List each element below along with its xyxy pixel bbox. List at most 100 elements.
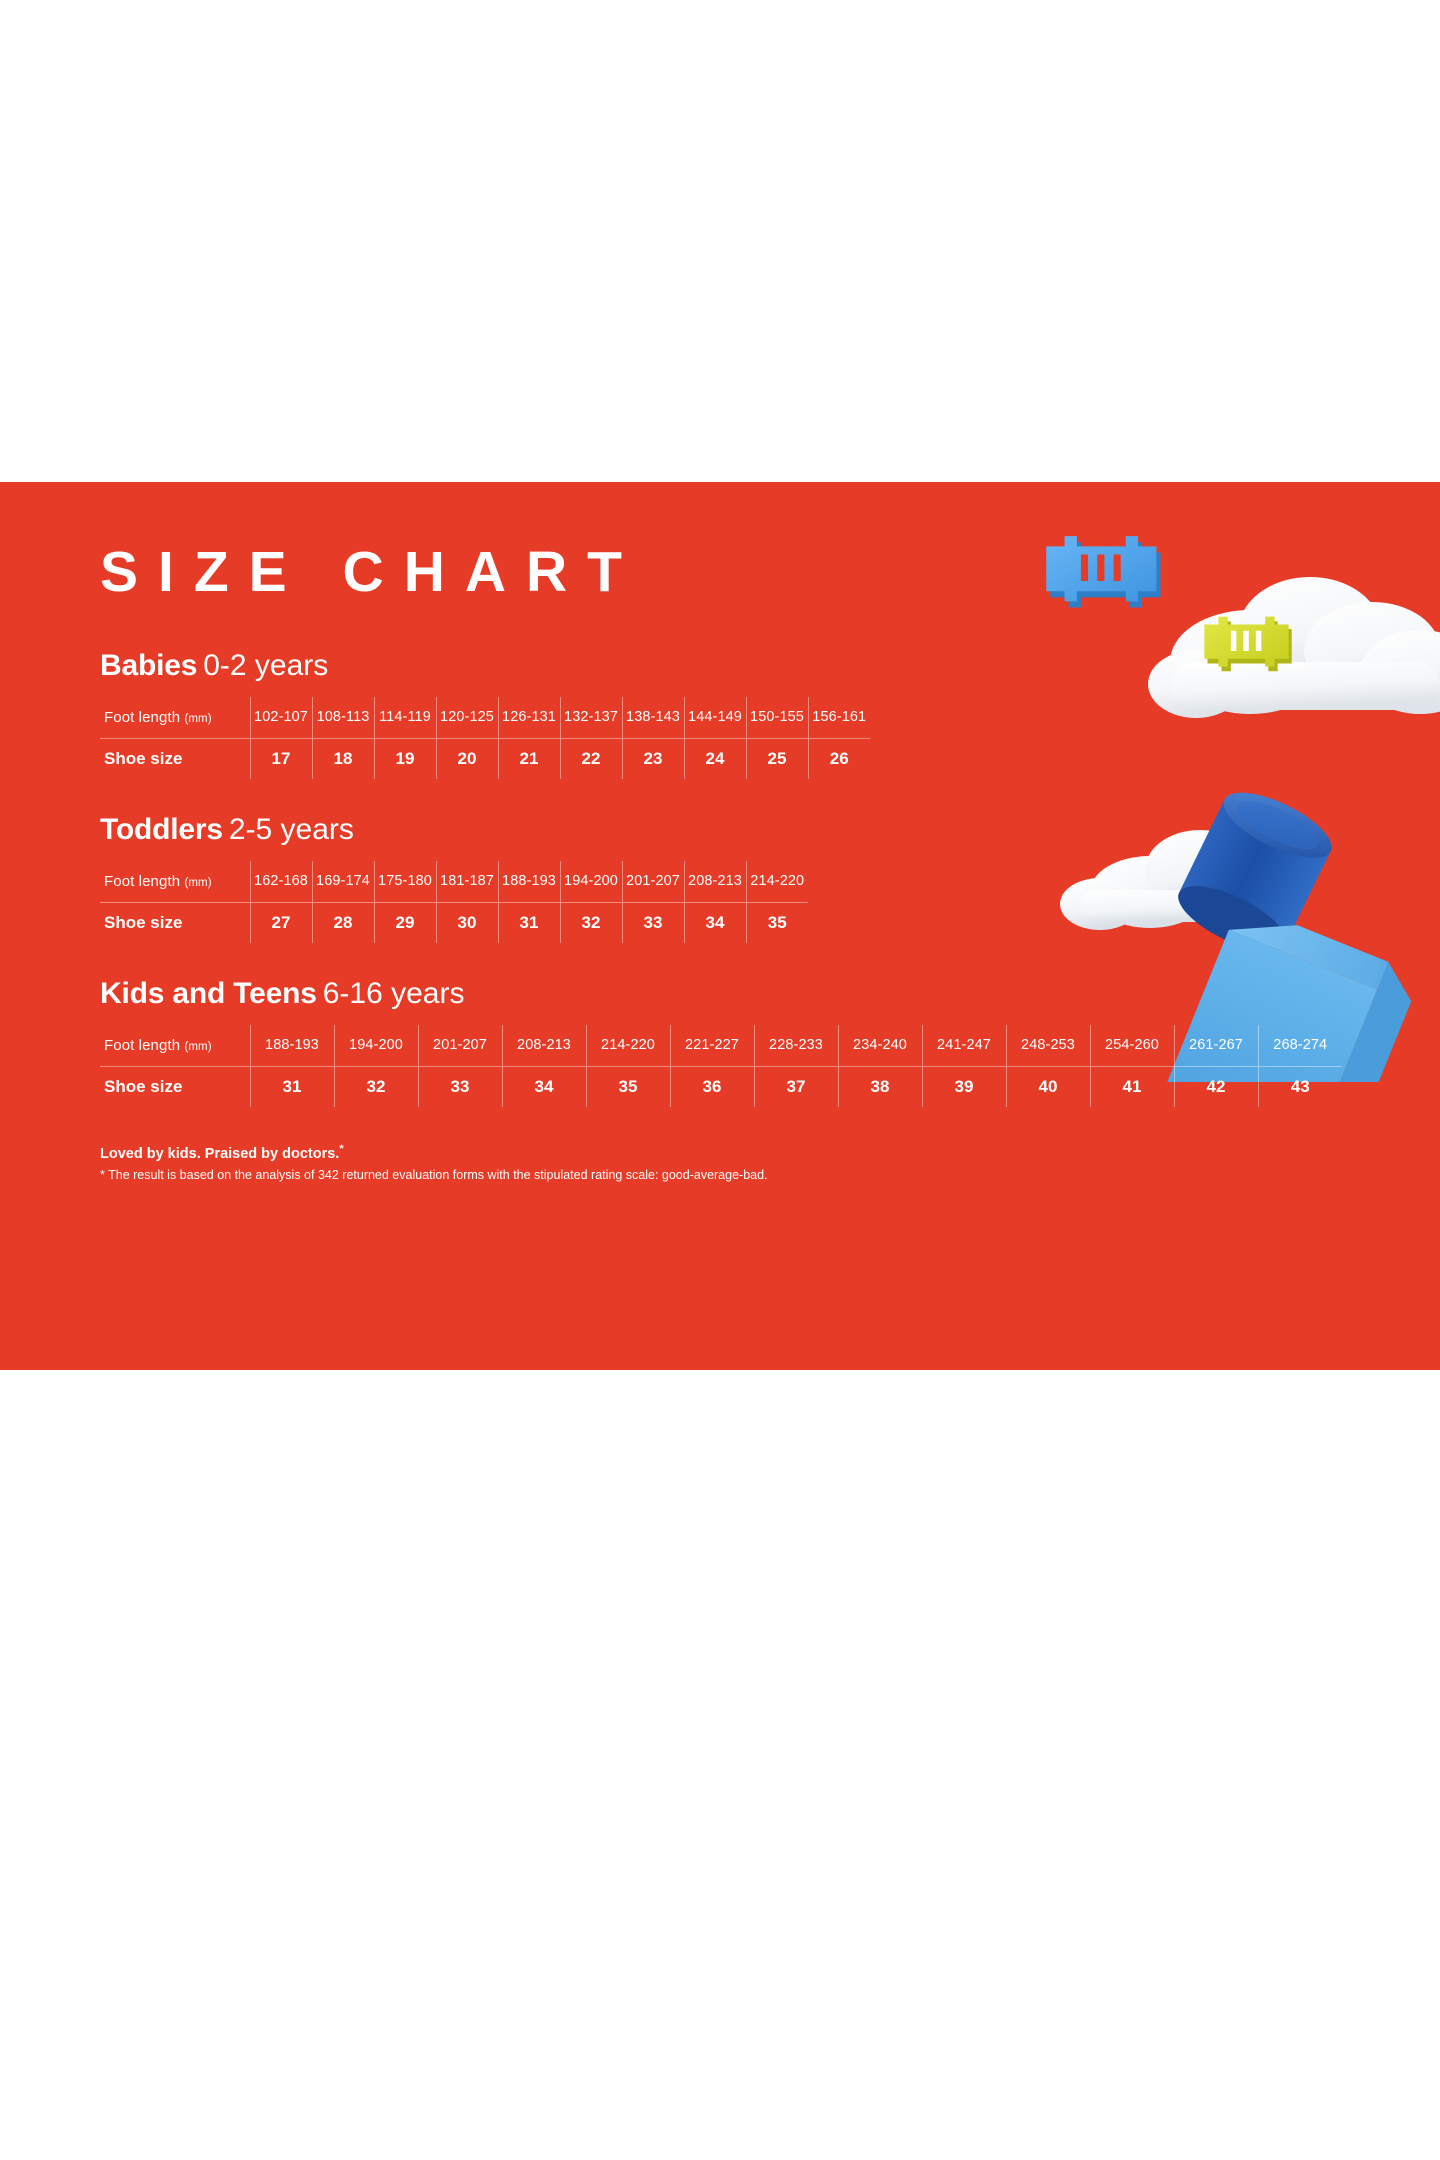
cell-shoe-size: 19 [373,738,436,779]
section-kids-and-teens: Kids and Teens 6-16 years Foot length (mm… [100,977,1440,1107]
cell-foot-length: 214-220 [585,1025,670,1067]
size-table-toddlers: Foot length (mm) 162-168 169-174 175-180… [100,861,808,943]
size-table-babies: Foot length (mm) 102-107 108-113 114-119… [100,697,870,779]
section-group-name: Kids and Teens [100,977,317,1010]
cell-shoe-size: 31 [249,1066,334,1107]
cell-foot-length: 150-155 [745,697,808,739]
section-heading-kids-and-teens: Kids and Teens 6-16 years [100,977,1440,1010]
table-row-foot-length: Foot length (mm) 162-168 169-174 175-180… [100,861,808,903]
section-age-range: 0-2 years [203,649,329,682]
cell-foot-length: 169-174 [311,861,374,903]
cell-foot-length: 214-220 [745,861,808,903]
cell-shoe-size: 24 [683,738,746,779]
cell-foot-length: 120-125 [435,697,498,739]
cell-shoe-size: 18 [311,738,374,779]
cell-foot-length: 261-267 [1173,1025,1258,1067]
foot-length-unit: (mm) [184,1040,212,1053]
section-group-name: Babies [100,649,198,682]
table-row-foot-length: Foot length (mm) 188-193 194-200 201-207… [100,1025,1342,1067]
footnote-marker: * [339,1143,344,1155]
table-row-shoe-size: Shoe size 27 28 29 30 31 32 33 34 35 [100,902,808,943]
cell-foot-length: 201-207 [417,1025,502,1067]
row-label-foot-length: Foot length (mm) [100,861,250,903]
cell-shoe-size: 31 [497,902,560,943]
cell-foot-length: 102-107 [249,697,312,739]
row-label-shoe-size: Shoe size [104,912,183,932]
cell-shoe-size: 21 [497,738,560,779]
cell-foot-length: 208-213 [501,1025,586,1067]
footer-claim-text: Loved by kids. Praised by doctors. [100,1145,340,1162]
cell-shoe-size: 23 [621,738,684,779]
poster-footer: Loved by kids. Praised by doctors.* * Th… [100,1143,1440,1184]
cell-foot-length: 248-253 [1005,1025,1090,1067]
cell-shoe-size: 33 [417,1066,502,1107]
cell-shoe-size: 26 [807,738,870,779]
cell-shoe-size: 34 [501,1066,586,1107]
cell-shoe-size: 42 [1173,1066,1258,1107]
cell-shoe-size: 43 [1257,1066,1342,1107]
row-label-shoe-size: Shoe size [104,748,183,768]
cell-shoe-size: 35 [585,1066,670,1107]
cell-shoe-size: 38 [837,1066,922,1107]
page-title: SIZE CHART [100,540,642,604]
cell-foot-length: 181-187 [435,861,498,903]
cell-shoe-size: 20 [435,738,498,779]
section-group-name: Toddlers [100,813,223,846]
cell-shoe-size: 17 [249,738,312,779]
section-toddlers: Toddlers 2-5 years Foot length (mm) 162-1… [100,813,1440,943]
cell-foot-length: 194-200 [333,1025,418,1067]
foot-length-label-text: Foot length [104,872,181,890]
table-row-shoe-size: Shoe size 31 32 33 34 35 36 37 38 39 40 … [100,1066,1342,1107]
cell-foot-length: 144-149 [683,697,746,739]
cell-foot-length: 132-137 [559,697,622,739]
row-label-foot-length: Foot length (mm) [100,697,250,739]
cell-shoe-size: 29 [373,902,436,943]
cell-foot-length: 126-131 [497,697,560,739]
cell-shoe-size: 30 [435,902,498,943]
foot-length-label-text: Foot length [104,1036,181,1054]
poster-content: SIZE CHART Babies 0-2 years Foot length (… [0,482,1440,1184]
foot-length-unit: (mm) [184,876,212,889]
section-age-range: 6-16 years [322,977,465,1010]
foot-length-label-text: Foot length [104,708,181,726]
row-label-shoe-size: Shoe size [104,1076,183,1096]
cell-shoe-size: 27 [249,902,312,943]
size-table-kids-and-teens: Foot length (mm) 188-193 194-200 201-207… [100,1025,1342,1107]
cell-foot-length: 138-143 [621,697,684,739]
cell-foot-length: 268-274 [1257,1025,1342,1067]
cell-foot-length: 201-207 [621,861,684,903]
cell-foot-length: 228-233 [753,1025,838,1067]
cell-shoe-size: 39 [921,1066,1006,1107]
cell-foot-length: 188-193 [249,1025,334,1067]
cell-shoe-size: 41 [1089,1066,1174,1107]
size-chart-poster: SIZE CHART Babies 0-2 years Foot length (… [0,482,1440,1370]
footer-claim: Loved by kids. Praised by doctors.* [100,1143,1440,1163]
cell-shoe-size: 34 [683,902,746,943]
cell-shoe-size: 22 [559,738,622,779]
cell-foot-length: 175-180 [373,861,436,903]
cell-foot-length: 188-193 [497,861,560,903]
section-babies: Babies 0-2 years Foot length (mm) 102-107… [100,649,1440,779]
cell-shoe-size: 37 [753,1066,838,1107]
cell-foot-length: 114-119 [373,697,436,739]
cell-foot-length: 156-161 [807,697,870,739]
cell-shoe-size: 33 [621,902,684,943]
foot-length-unit: (mm) [184,712,212,725]
section-heading-babies: Babies 0-2 years [100,649,1440,682]
cell-foot-length: 234-240 [837,1025,922,1067]
section-heading-toddlers: Toddlers 2-5 years [100,813,1440,846]
section-age-range: 2-5 years [228,813,354,846]
cell-shoe-size: 25 [745,738,808,779]
cell-shoe-size: 28 [311,902,374,943]
cell-foot-length: 208-213 [683,861,746,903]
cell-shoe-size: 32 [333,1066,418,1107]
cell-shoe-size: 36 [669,1066,754,1107]
table-row-foot-length: Foot length (mm) 102-107 108-113 114-119… [100,697,870,739]
cell-foot-length: 254-260 [1089,1025,1174,1067]
cell-shoe-size: 32 [559,902,622,943]
cell-foot-length: 241-247 [921,1025,1006,1067]
cell-shoe-size: 35 [745,902,808,943]
cell-foot-length: 194-200 [559,861,622,903]
table-row-shoe-size: Shoe size 17 18 19 20 21 22 23 24 25 26 [100,738,870,779]
